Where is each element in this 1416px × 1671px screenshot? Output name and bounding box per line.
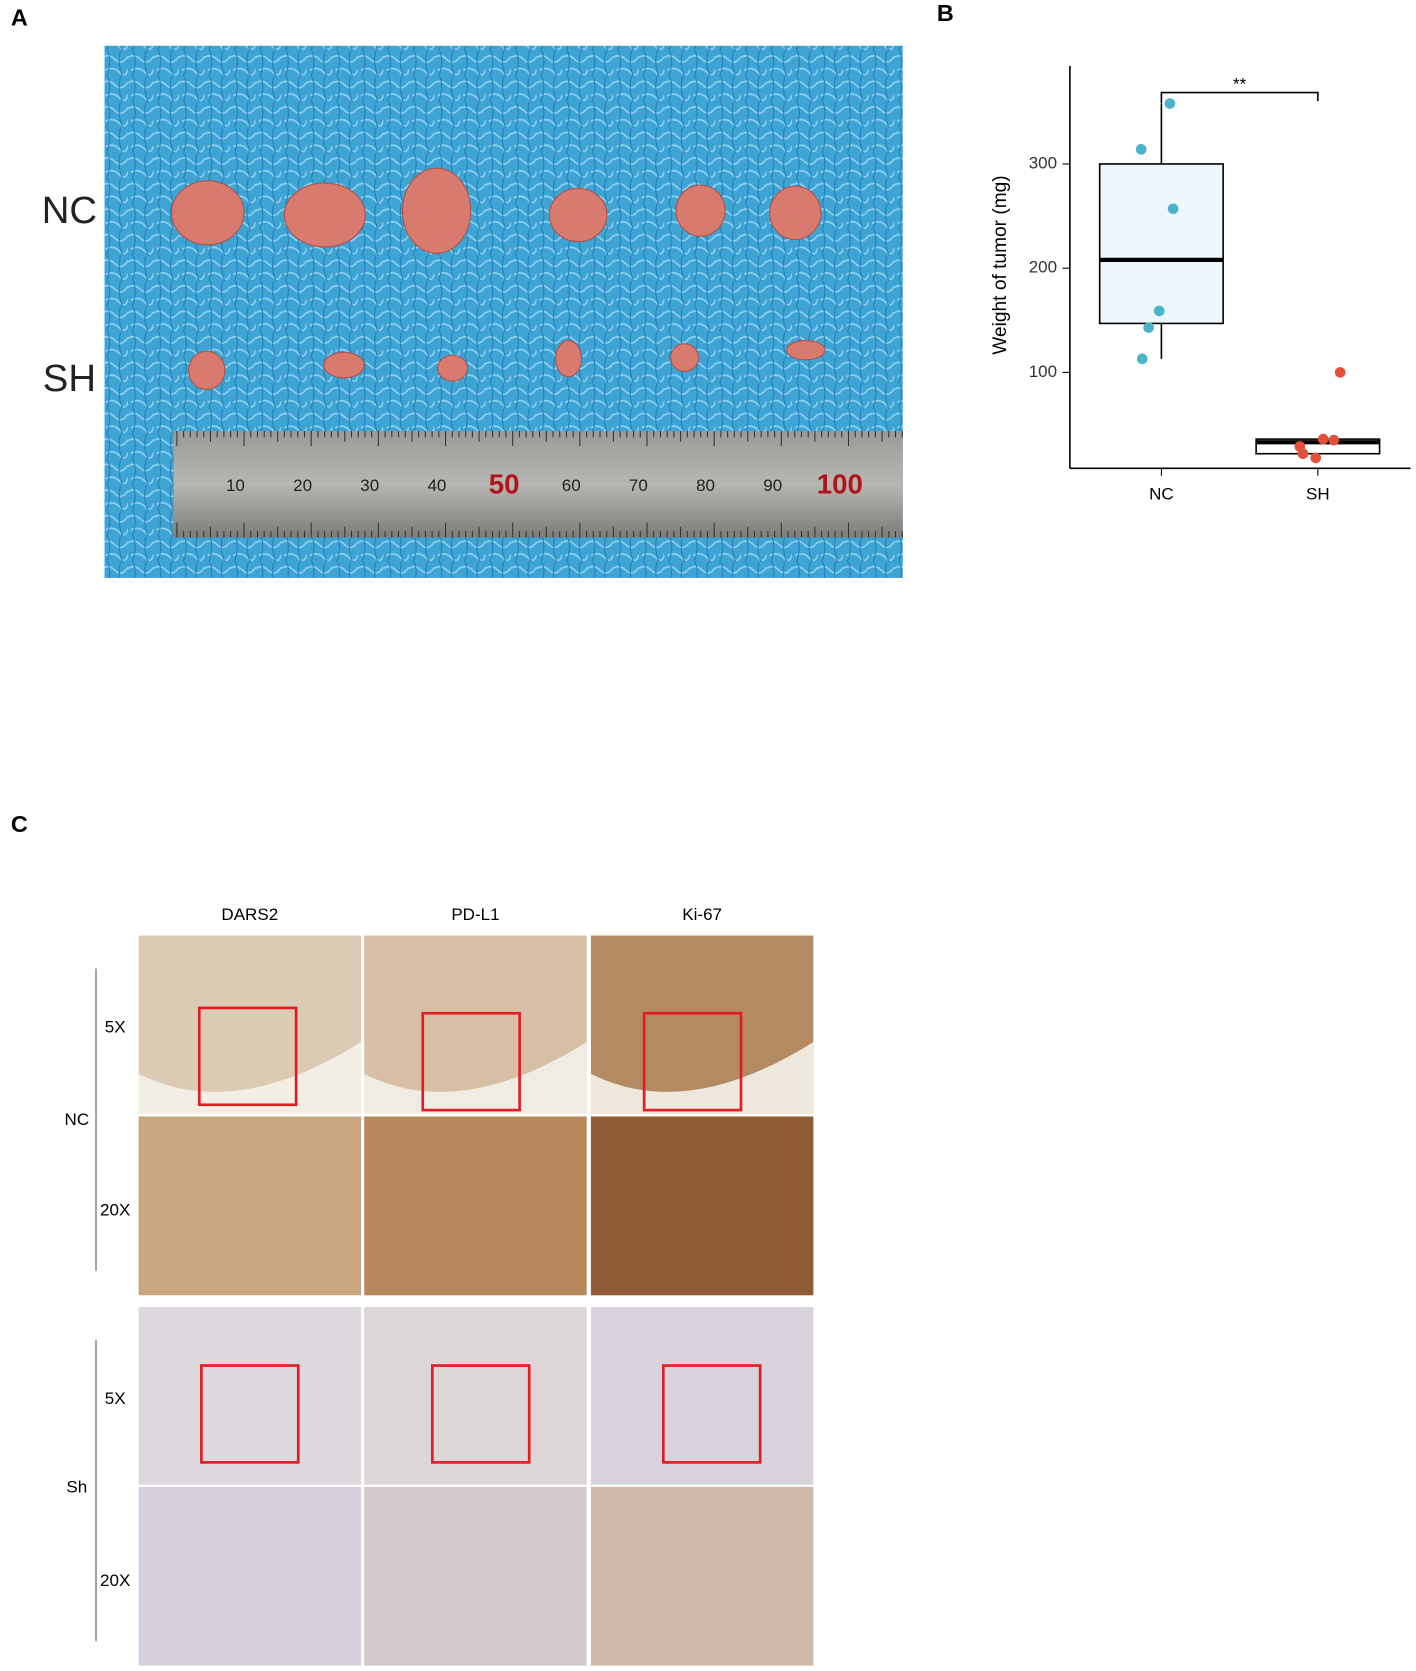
ruler-label: 60 bbox=[562, 476, 581, 495]
micrograph bbox=[364, 1486, 587, 1666]
point bbox=[1164, 98, 1176, 109]
photo-row-label: SH bbox=[43, 357, 96, 400]
micrograph bbox=[590, 1486, 814, 1666]
ruler-label: 100 bbox=[817, 469, 863, 500]
ruler-label: 10 bbox=[226, 476, 245, 495]
magnification-label: 20X bbox=[100, 1201, 130, 1220]
ruler-label: 70 bbox=[629, 476, 648, 495]
ruler-label: 90 bbox=[763, 476, 782, 495]
tissue-edge bbox=[364, 1041, 587, 1114]
ruler-ticks bbox=[176, 431, 903, 538]
panel-label: A bbox=[11, 4, 28, 30]
magnification-label: 20X bbox=[100, 1571, 130, 1590]
photo-row-label: NC bbox=[42, 189, 97, 232]
zoom-box bbox=[197, 1006, 298, 1107]
zoom-box bbox=[200, 1364, 300, 1464]
y-tick-label: 300 bbox=[1029, 153, 1057, 172]
x-tick-label: SH bbox=[1306, 484, 1330, 503]
ruler-label: 80 bbox=[696, 476, 715, 495]
point bbox=[1136, 353, 1148, 365]
group-label: Sh bbox=[66, 1477, 87, 1496]
y-tick-label: 200 bbox=[1029, 258, 1057, 277]
ruler-label: 30 bbox=[360, 476, 379, 495]
significance-bracket bbox=[1160, 91, 1319, 104]
significance: ** bbox=[1233, 75, 1247, 94]
ruler-label: 40 bbox=[427, 476, 446, 495]
column-label: DARS2 bbox=[221, 905, 278, 924]
point bbox=[1310, 452, 1322, 464]
zoom-box bbox=[642, 1011, 743, 1112]
zoom-box bbox=[431, 1364, 531, 1464]
tissue-edge bbox=[138, 1041, 362, 1114]
point bbox=[1135, 144, 1147, 155]
y-tick-label: 100 bbox=[1029, 362, 1057, 381]
tissue-edge bbox=[590, 1041, 814, 1114]
tumors bbox=[171, 167, 826, 391]
micrograph bbox=[590, 1116, 814, 1296]
magnification-label: 5X bbox=[105, 1389, 126, 1408]
panel-label: B bbox=[937, 0, 954, 26]
column-label: PD-L1 bbox=[451, 905, 499, 924]
point bbox=[1153, 305, 1165, 317]
micrograph bbox=[364, 1306, 587, 1485]
point bbox=[1297, 448, 1309, 460]
zoom-box bbox=[421, 1011, 521, 1112]
group-label: NC bbox=[65, 1110, 90, 1129]
point bbox=[1167, 203, 1179, 215]
magnification-label: 5X bbox=[105, 1018, 126, 1037]
column-label: Ki-67 bbox=[682, 905, 722, 924]
point bbox=[1317, 433, 1329, 445]
ruler bbox=[173, 431, 903, 538]
ruler-label: 20 bbox=[293, 476, 312, 495]
histology-panel: DARS2 PD-L1 Ki-67 NC 5X 20X Sh 5X 20X bbox=[65, 905, 814, 1666]
point bbox=[1328, 434, 1340, 446]
box bbox=[1098, 163, 1224, 325]
micrograph bbox=[364, 1116, 587, 1296]
point bbox=[1143, 322, 1154, 333]
y-axis-label: Weight of tumor (mg) bbox=[990, 175, 1011, 354]
micrograph bbox=[138, 1306, 362, 1485]
micrograph bbox=[590, 1306, 814, 1485]
micrograph bbox=[138, 1116, 362, 1296]
x-tick-label: NC bbox=[1149, 484, 1174, 503]
point bbox=[1334, 367, 1346, 378]
zoom-box bbox=[661, 1364, 762, 1464]
ruler-label: 50 bbox=[489, 469, 520, 500]
micrograph bbox=[138, 1486, 362, 1666]
panel-label: C bbox=[11, 811, 28, 837]
